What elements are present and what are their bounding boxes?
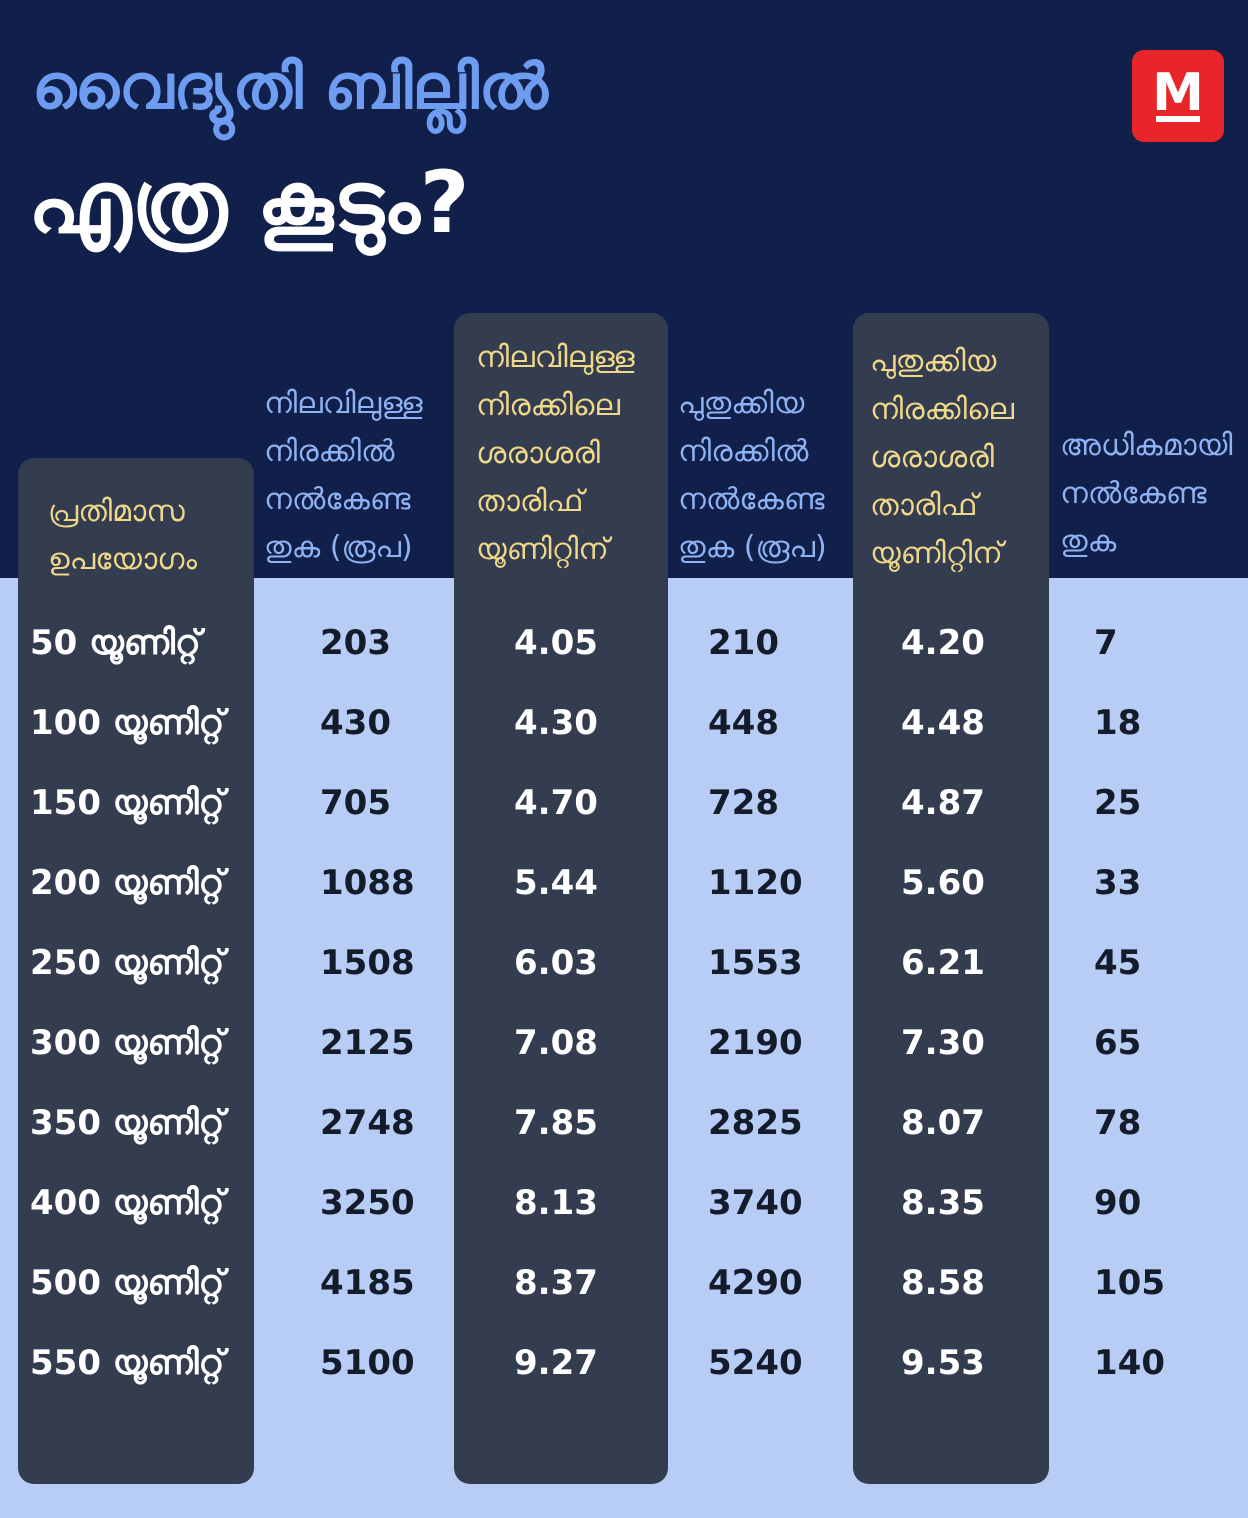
- new-avg-tariff-cell: 9.53: [901, 1343, 985, 1383]
- brand-logo-letter: M: [1152, 63, 1204, 123]
- current-amount-cell: 3250: [320, 1183, 415, 1223]
- new-amount-cell: 448: [708, 703, 779, 743]
- header-new-avg-tariff: പുതുക്കിയ നിരക്കിലെ ശരാശരി താരിഫ് യൂണിറ്…: [870, 344, 1015, 571]
- new-amount-cell: 5240: [708, 1343, 803, 1383]
- new-amount-cell: 1120: [708, 863, 803, 903]
- current-amount-cell: 1088: [320, 863, 415, 903]
- current-avg-tariff-cell: 4.30: [514, 703, 598, 743]
- title-line-1: വൈദ്യുതി ബില്ലിൽ: [32, 50, 548, 123]
- usage-cell: 550 യൂണിറ്റ്: [30, 1343, 225, 1383]
- new-avg-tariff-cell: 4.87: [901, 783, 985, 823]
- title-line-2: എത്ര കൂടും?: [28, 153, 470, 253]
- current-avg-tariff-cell: 4.05: [514, 623, 598, 663]
- usage-cell: 100 യൂണിറ്റ്: [30, 703, 225, 743]
- extra-amount-cell: 140: [1094, 1343, 1165, 1383]
- extra-amount-cell: 45: [1094, 943, 1142, 983]
- new-avg-tariff-cell: 4.20: [901, 623, 985, 663]
- header-current-amount: നിലവിലുള്ള നിരക്കിൽ നൽകേണ്ട തുക (രൂപ): [264, 386, 423, 565]
- current-amount-cell: 4185: [320, 1263, 415, 1303]
- current-amount-cell: 1508: [320, 943, 415, 983]
- new-amount-cell: 210: [708, 623, 779, 663]
- column-panel-current-tariff: [454, 313, 668, 1484]
- new-avg-tariff-cell: 4.48: [901, 703, 985, 743]
- new-amount-cell: 4290: [708, 1263, 803, 1303]
- current-avg-tariff-cell: 7.08: [514, 1023, 598, 1063]
- usage-cell: 400 യൂണിറ്റ്: [30, 1183, 225, 1223]
- new-avg-tariff-cell: 5.60: [901, 863, 985, 903]
- current-avg-tariff-cell: 7.85: [514, 1103, 598, 1143]
- extra-amount-cell: 7: [1094, 623, 1118, 663]
- brand-logo-underline: [1156, 116, 1200, 122]
- header-extra-amount: അധികമായി നൽകേണ്ട തുക: [1060, 428, 1233, 559]
- extra-amount-cell: 25: [1094, 783, 1142, 823]
- current-amount-cell: 5100: [320, 1343, 415, 1383]
- usage-cell: 200 യൂണിറ്റ്: [30, 863, 225, 903]
- header-usage: പ്രതിമാസ ഉപയോഗം: [48, 494, 198, 577]
- column-panel-usage: [18, 458, 254, 1484]
- new-avg-tariff-cell: 6.21: [901, 943, 985, 983]
- new-amount-cell: 3740: [708, 1183, 803, 1223]
- current-amount-cell: 203: [320, 623, 391, 663]
- current-avg-tariff-cell: 4.70: [514, 783, 598, 823]
- extra-amount-cell: 105: [1094, 1263, 1165, 1303]
- new-amount-cell: 1553: [708, 943, 803, 983]
- current-amount-cell: 2125: [320, 1023, 415, 1063]
- usage-cell: 150 യൂണിറ്റ്: [30, 783, 225, 823]
- current-avg-tariff-cell: 9.27: [514, 1343, 598, 1383]
- current-amount-cell: 2748: [320, 1103, 415, 1143]
- new-avg-tariff-cell: 8.58: [901, 1263, 985, 1303]
- new-avg-tariff-cell: 7.30: [901, 1023, 985, 1063]
- extra-amount-cell: 33: [1094, 863, 1142, 903]
- usage-cell: 250 യൂണിറ്റ്: [30, 943, 225, 983]
- header-new-amount: പുതുക്കിയ നിരക്കിൽ നൽകേണ്ട തുക (രൂപ): [678, 386, 827, 565]
- current-avg-tariff-cell: 5.44: [514, 863, 598, 903]
- usage-cell: 300 യൂണിറ്റ്: [30, 1023, 225, 1063]
- extra-amount-cell: 78: [1094, 1103, 1142, 1143]
- current-avg-tariff-cell: 6.03: [514, 943, 598, 983]
- current-amount-cell: 705: [320, 783, 391, 823]
- extra-amount-cell: 65: [1094, 1023, 1142, 1063]
- current-avg-tariff-cell: 8.13: [514, 1183, 598, 1223]
- extra-amount-cell: 18: [1094, 703, 1142, 743]
- new-amount-cell: 2190: [708, 1023, 803, 1063]
- new-avg-tariff-cell: 8.07: [901, 1103, 985, 1143]
- usage-cell: 50 യൂണിറ്റ്: [30, 623, 201, 663]
- current-amount-cell: 430: [320, 703, 391, 743]
- new-amount-cell: 728: [708, 783, 779, 823]
- usage-cell: 350 യൂണിറ്റ്: [30, 1103, 225, 1143]
- extra-amount-cell: 90: [1094, 1183, 1142, 1223]
- usage-cell: 500 യൂണിറ്റ്: [30, 1263, 225, 1303]
- current-avg-tariff-cell: 8.37: [514, 1263, 598, 1303]
- new-amount-cell: 2825: [708, 1103, 803, 1143]
- new-avg-tariff-cell: 8.35: [901, 1183, 985, 1223]
- header-current-avg-tariff: നിലവിലുള്ള നിരക്കിലെ ശരാശരി താരിഫ് യൂണിറ…: [476, 340, 635, 567]
- column-panel-new-tariff: [853, 313, 1049, 1484]
- brand-logo: M: [1132, 50, 1224, 142]
